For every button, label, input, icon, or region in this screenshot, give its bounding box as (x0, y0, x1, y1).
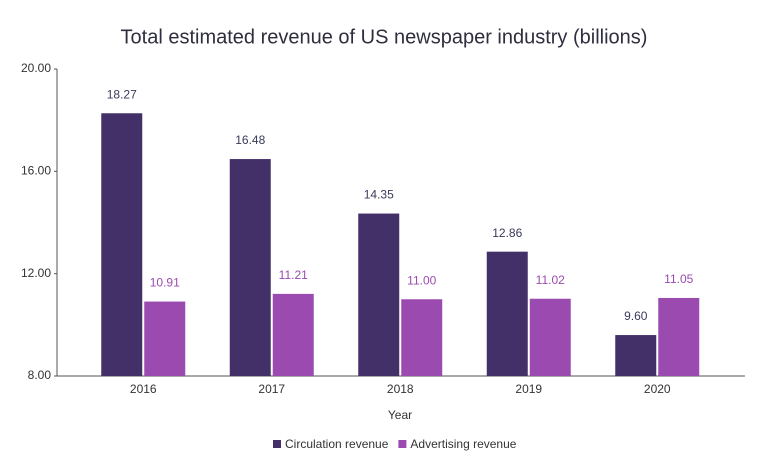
bar (101, 113, 143, 377)
legend-label: Advertising revenue (410, 437, 516, 451)
bar (486, 251, 528, 376)
legend-swatch (273, 440, 281, 448)
data-label: 14.35 (364, 188, 394, 202)
data-label: 16.48 (235, 133, 265, 147)
y-tick-label: 16.00 (21, 164, 51, 178)
x-tick-label: 2019 (515, 382, 542, 396)
y-tick-label: 8.00 (28, 368, 52, 382)
data-label: 11.05 (664, 272, 693, 286)
x-tick-label: 2017 (258, 382, 285, 396)
x-tick-label: 2018 (387, 382, 414, 396)
data-label: 10.91 (150, 276, 180, 290)
bar (358, 213, 400, 376)
bar (144, 301, 186, 376)
data-label: 11.02 (536, 273, 565, 287)
bar (401, 299, 443, 376)
bar (658, 297, 700, 376)
data-label: 11.21 (279, 268, 308, 282)
x-tick-label: 2016 (130, 382, 157, 396)
data-label: 12.86 (492, 226, 522, 240)
data-label: 9.60 (624, 309, 648, 323)
y-tick-label: 12.00 (21, 266, 51, 280)
data-label: 11.00 (407, 273, 436, 287)
bar (529, 298, 571, 376)
bar (229, 159, 271, 376)
bar (615, 335, 657, 376)
x-axis-title: Year (388, 408, 412, 422)
y-tick-label: 20.00 (21, 61, 51, 75)
chart-title: Total estimated revenue of US newspaper … (121, 26, 648, 48)
legend-swatch (398, 440, 407, 448)
bar (272, 293, 314, 376)
data-label: 18.27 (107, 87, 137, 101)
x-tick-label: 2020 (644, 382, 671, 396)
legend-label: Circulation revenue (285, 437, 389, 451)
